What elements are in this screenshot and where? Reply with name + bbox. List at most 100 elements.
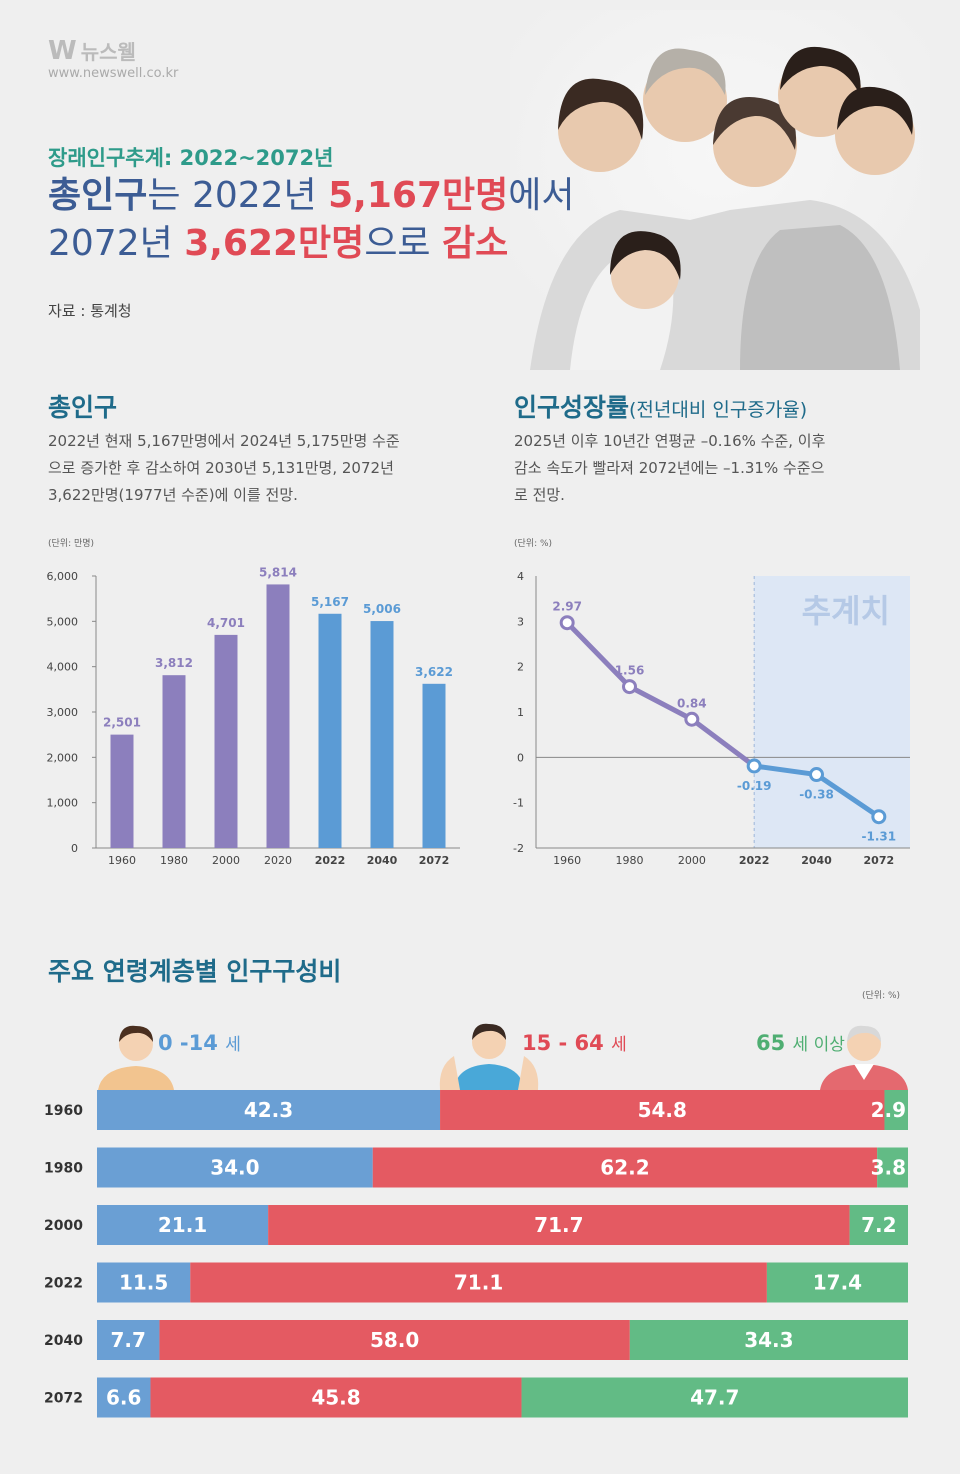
bar-value-label: 2,501 [103,716,141,730]
growth-desc-line: 2025년 이후 10년간 연평균 –0.16% 수준, 이후 [514,432,826,450]
x-tick-label: 1960 [553,854,581,867]
point-2040 [809,767,824,783]
segment-value-label: 2.9 [871,1098,906,1122]
row-year-label: 1960 [44,1103,83,1119]
x-tick-label: 2072 [864,854,895,867]
point-2022 [746,758,762,774]
y-tick-label: 2 [517,661,524,674]
x-tick-label: 2022 [315,854,346,867]
bar-value-label: 5,006 [363,602,401,616]
x-tick-label: 2040 [801,854,832,867]
x-tick-label: 2000 [678,854,706,867]
segment-elderly [766,1262,908,1303]
line-segment [814,772,882,820]
headline-text-4: 으로 [364,223,442,264]
adult-figure-icon [439,1023,539,1090]
y-tick-label: 3 [517,615,524,628]
segment-working [159,1320,630,1360]
age-composition-chart: 1960 42.3 54.8 2.9 1980 34.0 62.2 3.8 2000 21.1 71… [44,1090,908,1418]
segment-young [97,1147,373,1188]
logo: W 뉴스웰 [48,36,136,66]
segment-value-label: 42.3 [244,1098,293,1122]
point-value-label: -1.31 [862,830,897,844]
segment-elderly [629,1320,908,1360]
age-title: 주요 연령계층별 인구구성비 [48,957,342,986]
y-tick-label: 6,000 [47,570,79,583]
segment-value-label: 47.7 [690,1386,739,1410]
logo-url: www.newswell.co.kr [48,66,179,81]
segment-young [97,1320,160,1360]
segment-value-label: 17.4 [813,1271,862,1295]
point-2000 [684,711,700,727]
segment-value-label: 71.1 [454,1271,503,1295]
total-pop-desc-line: 2022년 현재 5,167만명에서 2024년 5,175만명 수준 [48,432,400,450]
legend-working: 15 - 64 세 [522,1030,627,1055]
line-segment [564,620,632,690]
x-tick-label: 2020 [264,854,292,867]
headline-value-2022: 5,167만명 [328,175,509,216]
segment-young [97,1262,191,1303]
headline-text-2: 에서 [508,175,575,216]
x-tick-label: 2072 [419,854,450,867]
growth-line-chart: 추계치 -2 -1 0 1 2 3 4 2.97 1960 1.56 1980 0.84 2000 -0.1… [513,570,910,867]
bar-value-label: 5,167 [311,595,349,609]
headline-text-3: 2072년 [48,223,185,264]
growth-title: 인구성장률(전년대비 인구증가율) [514,388,807,424]
family-photo [510,10,930,370]
row-year-label: 2022 [44,1276,83,1292]
legend-young: 0 -14 세 [158,1030,241,1055]
bar-value-label: 5,814 [259,565,297,579]
row-year-label: 2040 [44,1333,83,1349]
bar-2020 [266,584,290,848]
bar-2022 [318,613,342,848]
bar-1980 [162,675,186,848]
point-2072 [871,809,887,825]
projection-label: 추계치 [802,592,890,630]
segment-working [150,1377,522,1418]
point-value-label: 2.97 [552,600,582,614]
legend-working-unit: 세 [611,1035,627,1055]
segment-young [97,1090,441,1130]
headline-value-2072: 3,622만명 [184,223,365,264]
x-tick-label: 1980 [160,854,188,867]
x-tick-label: 2000 [212,854,240,867]
bar-2072 [422,683,446,848]
growth-unit: (단위: %) [514,539,553,549]
growth-desc-line: 감소 속도가 빨라져 2072년에는 –1.31% 수준으 [514,459,825,477]
total-pop-unit: (단위: 만명) [48,539,95,549]
subtitle-prefix: 장래인구추계: [48,146,180,170]
y-tick-label: 5,000 [47,615,79,628]
elderly-figure-icon [820,1025,908,1090]
point-value-label: -0.38 [799,788,834,802]
y-tick-label: 4,000 [47,661,79,674]
x-tick-label: 1980 [616,854,644,867]
total-pop-bar-chart: 0 1,000 2,000 3,000 4,000 5,000 6,000 2,501 1960… [47,565,460,867]
segment-value-label: 21.1 [158,1213,207,1237]
legend-young-num: 0 -14 [158,1031,218,1055]
projection-area [754,576,910,848]
growth-desc-line: 로 전망. [514,486,565,504]
row-year-label: 2000 [44,1218,83,1234]
point-value-label: -0.19 [737,779,772,793]
bar-2000 [214,634,238,848]
segment-value-label: 3.8 [871,1156,906,1180]
segment-value-label: 7.7 [111,1328,146,1352]
y-tick-label: -1 [513,797,524,810]
segment-young [97,1377,151,1418]
point-value-label: 1.56 [615,664,645,678]
x-tick-label: 2022 [739,854,770,867]
legend-elderly-unit: 세 이상 [792,1035,845,1055]
total-pop-title: 총인구 [48,393,118,422]
headline-total-pop: 총인구 [48,175,148,216]
headline-decrease: 감소 [442,223,509,264]
line-segment [751,763,819,778]
segment-working [372,1147,878,1188]
child-figure-icon [98,1025,174,1090]
y-tick-label: 1,000 [47,797,79,810]
segment-elderly [849,1205,908,1245]
subtitle: 장래인구추계: 2022~2072년 [48,142,333,172]
segment-value-label: 58.0 [370,1328,419,1352]
headline-text-1: 는 2022년 [147,175,329,216]
legend-working-num: 15 - 64 [522,1031,604,1055]
segment-elderly [884,1090,908,1130]
